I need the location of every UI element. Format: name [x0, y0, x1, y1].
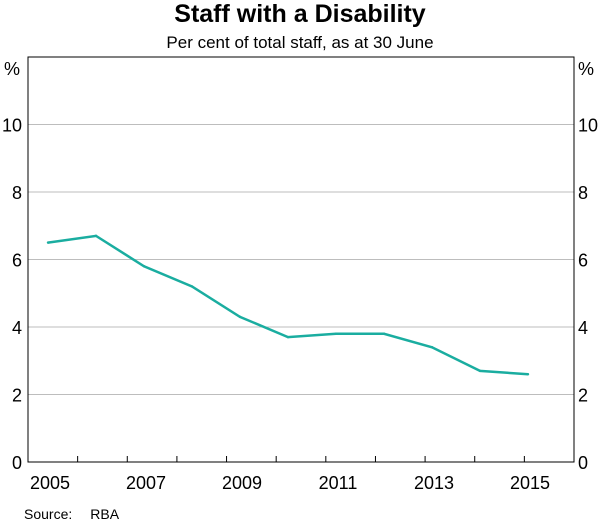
data-point [430, 346, 434, 349]
y-tick-label-right: 6 [578, 251, 588, 271]
y-tick-label-left: 6 [12, 251, 22, 271]
data-point [238, 315, 242, 319]
y-tick-label-right: 0 [578, 453, 588, 473]
series-line [47, 234, 529, 376]
y-tick-label-left: 10 [2, 116, 22, 136]
y-tick-label-left: 2 [12, 386, 22, 406]
data-point [382, 332, 386, 335]
x-tick-label: 2009 [222, 473, 262, 493]
y-axis-unit-left: % [4, 59, 20, 79]
source-note: Source: RBA [24, 506, 137, 522]
source-label: Source: [24, 506, 73, 522]
data-point [46, 241, 50, 244]
data-point [478, 369, 482, 373]
x-tick-label: 2013 [414, 473, 454, 493]
data-point [142, 265, 146, 268]
data-point [526, 373, 530, 376]
y-tick-label-right: 8 [578, 183, 588, 203]
data-point [94, 234, 98, 238]
data-point [334, 332, 338, 335]
x-tick-label: 2005 [30, 473, 70, 493]
y-axis-unit-right: % [578, 59, 594, 79]
y-tick-label-right: 10 [578, 116, 598, 136]
y-tick-label-right: 4 [578, 318, 588, 338]
chart-title: Staff with a Disability [174, 0, 426, 28]
y-tick-label-left: 4 [12, 318, 22, 338]
y-tick-label-right: 2 [578, 386, 588, 406]
data-point [190, 285, 194, 288]
y-tick-label-left: 8 [12, 183, 22, 203]
x-tick-label: 2011 [319, 473, 358, 493]
plot-frame [27, 56, 575, 463]
source-value: RBA [90, 506, 120, 522]
chart-subtitle: Per cent of total staff, as at 30 June [166, 33, 434, 52]
x-tick-label: 2015 [510, 473, 550, 493]
data-point [286, 335, 290, 339]
x-tick-label: 2007 [126, 473, 166, 493]
y-tick-label-left: 0 [12, 453, 22, 473]
